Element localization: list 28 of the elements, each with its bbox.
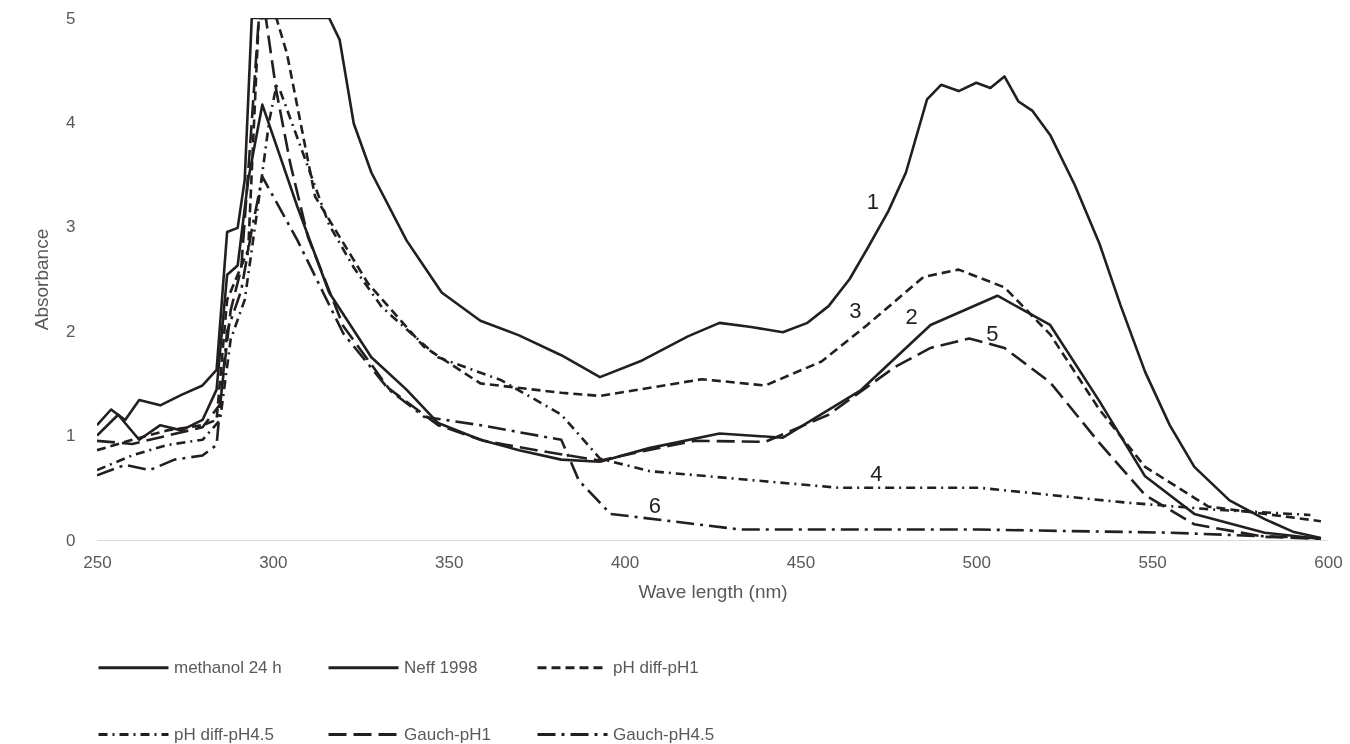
x-tick-label: 400 [610,552,640,572]
legend-label: Gauch-pH1 [404,724,491,744]
x-tick-label: 250 [83,552,112,572]
annotation: 4 [870,460,883,486]
y-tick-label: 3 [66,217,76,237]
annotation: 5 [986,320,999,346]
x-axis-title: Wave length (nm) [638,580,788,602]
x-tick-label: 300 [259,552,288,572]
legend-label: methanol 24 h [174,657,282,677]
x-tick-label: 350 [435,552,464,572]
y-tick-label: 5 [66,8,76,28]
y-tick-label: 0 [66,530,76,550]
annotation: 1 [866,189,879,215]
y-tick-label: 4 [66,112,76,132]
x-tick-label: 600 [1314,552,1343,572]
annotation: 6 [648,493,661,519]
y-tick-label: 2 [66,321,76,341]
legend-label: pH diff-pH4.5 [174,724,274,744]
legend-label: Neff 1998 [404,657,478,677]
x-tick-label: 450 [786,552,816,572]
x-tick-label: 550 [1138,552,1167,572]
x-tick-label: 500 [962,552,991,572]
y-axis-title: Absorbance [31,228,53,331]
legend-label: pH diff-pH1 [613,657,699,677]
annotation: 3 [849,297,862,323]
legend-label: Gauch-pH4.5 [613,724,715,744]
annotation: 2 [905,304,918,330]
y-tick-label: 1 [66,426,76,446]
